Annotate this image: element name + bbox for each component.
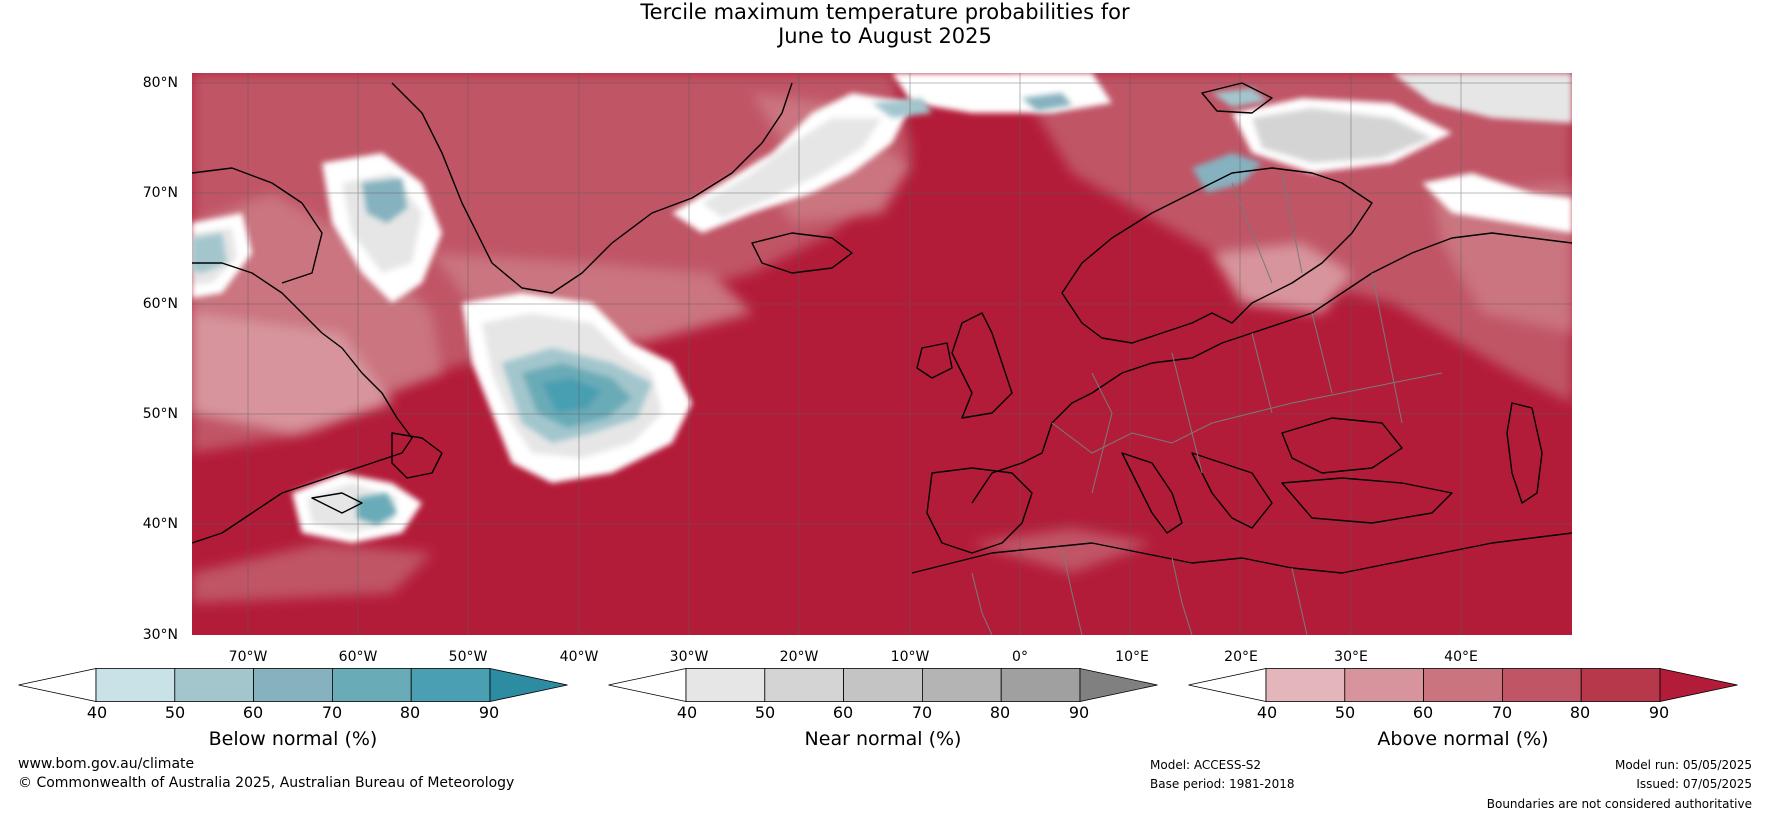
near-tick-60: 60 [832, 703, 854, 722]
coastlines [192, 82, 1572, 574]
above-colorbar-high-extend [1659, 668, 1738, 702]
lon-label-0: 0° [1012, 649, 1028, 665]
below-tick-80: 80 [399, 703, 421, 722]
lon-label-40e: 40°E [1444, 649, 1478, 665]
near-colorbar-low-extend [608, 668, 687, 702]
below-colorbar-bin-4 [331, 668, 412, 702]
lon-label-40w: 40°W [559, 649, 599, 665]
above-tick-40: 40 [1256, 703, 1278, 722]
above-colorbar-bin-4 [1501, 668, 1582, 702]
lon-label-10w: 10°W [890, 649, 930, 665]
below-tick-40: 40 [86, 703, 108, 722]
copyright-text: © Commonwealth of Australia 2025, Austra… [18, 775, 515, 791]
above-tick-80: 80 [1569, 703, 1591, 722]
near-tick-50: 50 [754, 703, 776, 722]
near-tick-40: 40 [676, 703, 698, 722]
near-tick-70: 70 [911, 703, 933, 722]
graticule [192, 73, 1572, 635]
near-colorbar-bin-5 [1000, 668, 1081, 702]
near-tick-90: 90 [1068, 703, 1090, 722]
lat-label-60n: 60°N [142, 296, 178, 312]
above-colorbar-bin-5 [1580, 668, 1661, 702]
website-link[interactable]: www.bom.gov.au/climate [18, 756, 195, 772]
above-tick-90: 90 [1648, 703, 1670, 722]
lat-label-40n: 40°N [142, 516, 178, 532]
below-tick-90: 90 [478, 703, 500, 722]
below-colorbar-high-extend [489, 668, 568, 702]
probability-map [192, 73, 1572, 635]
above-colorbar-low-extend [1188, 668, 1267, 702]
lon-label-20w: 20°W [779, 649, 819, 665]
lat-label-50n: 50°N [142, 406, 178, 422]
lat-label-70n: 70°N [142, 185, 178, 201]
below-colorbar-low-extend [18, 668, 97, 702]
above-tick-70: 70 [1491, 703, 1513, 722]
colorbar-below-normal [18, 668, 568, 702]
map-title: Tercile maximum temperature probabilitie… [0, 0, 1770, 48]
above-tick-50: 50 [1334, 703, 1356, 722]
title-line-2: June to August 2025 [778, 24, 992, 48]
near-normal-label: Near normal (%) [804, 728, 962, 750]
above-colorbar-bin-1 [1265, 668, 1346, 702]
below-colorbar-svg [18, 668, 568, 702]
lat-label-80n: 80°N [142, 75, 178, 91]
above-normal-label: Above normal (%) [1377, 728, 1549, 750]
model-text: Model: ACCESS-S2 [1150, 758, 1262, 772]
near-colorbar-svg [608, 668, 1158, 702]
colorbar-above-normal [1188, 668, 1738, 702]
below-normal-label: Below normal (%) [208, 728, 378, 750]
above-colorbar-bin-2 [1344, 668, 1425, 702]
lon-label-10e: 10°E [1115, 649, 1149, 665]
lon-label-60w: 60°W [338, 649, 378, 665]
above-colorbar-svg [1188, 668, 1738, 702]
below-colorbar-bin-1 [95, 668, 176, 702]
above-colorbar-bin-3 [1423, 668, 1503, 702]
base-period-text: Base period: 1981-2018 [1150, 777, 1295, 791]
country-borders [971, 172, 1443, 635]
below-tick-70: 70 [321, 703, 343, 722]
near-colorbar-bin-1 [685, 668, 766, 702]
lon-label-30e: 30°E [1334, 649, 1368, 665]
below-colorbar-bin-5 [410, 668, 491, 702]
near-normal-arctic-field [672, 73, 1572, 233]
below-colorbar-bin-2 [174, 668, 255, 702]
below-tick-60: 60 [242, 703, 264, 722]
below-colorbar-bin-3 [253, 668, 333, 702]
disclaimer-text: Boundaries are not considered authoritat… [1486, 797, 1752, 811]
title-line-1: Tercile maximum temperature probabilitie… [640, 0, 1130, 24]
map-svg [192, 73, 1572, 635]
lon-label-70w: 70°W [228, 649, 268, 665]
lon-label-20e: 20°E [1224, 649, 1258, 665]
below-tick-50: 50 [164, 703, 186, 722]
below-normal-labrador-field [192, 178, 652, 525]
colorbar-near-normal [608, 668, 1158, 702]
above-tick-60: 60 [1412, 703, 1434, 722]
near-colorbar-bin-3 [843, 668, 923, 702]
issued-text: Issued: 07/05/2025 [1636, 777, 1752, 791]
near-colorbar-high-extend [1079, 668, 1158, 702]
lat-label-30n: 30°N [142, 627, 178, 643]
model-run-text: Model run: 05/05/2025 [1614, 758, 1752, 772]
near-colorbar-bin-4 [921, 668, 1002, 702]
near-colorbar-bin-2 [764, 668, 845, 702]
lon-label-50w: 50°W [448, 649, 488, 665]
near-tick-80: 80 [989, 703, 1011, 722]
below-normal-arctic-field [872, 88, 1267, 193]
lon-label-30w: 30°W [669, 649, 709, 665]
